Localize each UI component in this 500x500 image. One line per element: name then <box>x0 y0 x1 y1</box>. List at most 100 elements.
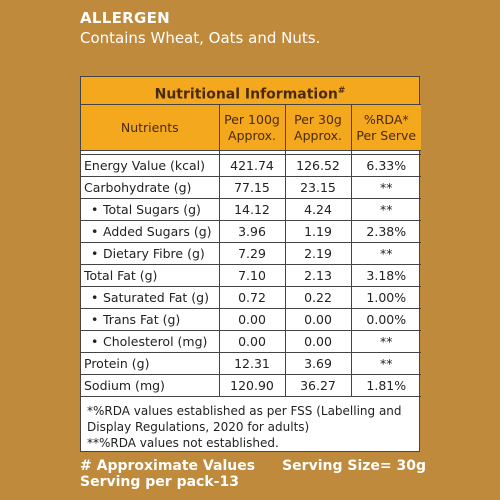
table-row: • Cholesterol (mg) 0.00 0.00 ** <box>81 330 421 353</box>
value-per30: 1.19 <box>284 220 352 243</box>
nutrient-label: Added Sugars (g) <box>103 224 212 239</box>
table-row: Energy Value (kcal) 421.74 126.52 6.33% <box>81 154 421 177</box>
header-rda-line1: %RDA* <box>363 111 409 127</box>
value-rda: ** <box>350 176 421 199</box>
value-per30: 3.69 <box>284 352 352 375</box>
footer-left: # Approximate Values Serving per pack-13 <box>80 458 255 490</box>
table-row: Protein (g) 12.31 3.69 ** <box>81 352 421 375</box>
value-rda: 3.18% <box>350 264 421 287</box>
value-rda: 1.00% <box>350 286 421 309</box>
value-rda: 2.38% <box>350 220 421 243</box>
value-rda: 6.33% <box>350 154 421 177</box>
table-row: • Dietary Fibre (g) 7.29 2.19 ** <box>81 242 421 265</box>
header-rda: %RDA* Per Serve <box>350 104 421 151</box>
nutrient-name: • Trans Fat (g) <box>81 308 220 331</box>
table-row: • Saturated Fat (g) 0.72 0.22 1.00% <box>81 286 421 309</box>
bullet-icon: • <box>91 224 99 239</box>
value-per30: 2.19 <box>284 242 352 265</box>
nutrition-panel: Nutritional Information# Nutrients Per 1… <box>80 76 421 452</box>
value-per30: 0.00 <box>284 330 352 353</box>
allergen-section: ALLERGEN Contains Wheat, Oats and Nuts. <box>80 8 320 48</box>
spacer-row <box>81 150 421 155</box>
table-row: • Added Sugars (g) 3.96 1.19 2.38% <box>81 220 421 243</box>
value-per30: 0.22 <box>284 286 352 309</box>
footnote-not-established: **%RDA values not established. <box>87 436 279 450</box>
value-per30: 4.24 <box>284 198 352 221</box>
header-per30-line2: Approx. <box>294 127 342 143</box>
footnote-rda: *%RDA values established as per FSS (Lab… <box>87 404 402 434</box>
nutrient-label: Energy Value (kcal) <box>84 158 206 173</box>
bullet-icon: • <box>91 202 99 217</box>
value-rda: 1.81% <box>350 374 421 397</box>
nutrition-rows: Energy Value (kcal) 421.74 126.52 6.33% Carb… <box>81 154 421 397</box>
header-per30-line1: Per 30g <box>294 111 342 127</box>
value-per100: 0.00 <box>218 308 286 331</box>
value-per30: 23.15 <box>284 176 352 199</box>
value-per30: 2.13 <box>284 264 352 287</box>
nutrient-name: Protein (g) <box>81 352 220 375</box>
nutrient-label: Carbohydrate (g) <box>84 180 192 195</box>
table-row: • Total Sugars (g) 14.12 4.24 ** <box>81 198 421 221</box>
value-per100: 77.15 <box>218 176 286 199</box>
nutrient-name: Energy Value (kcal) <box>81 154 220 177</box>
table-row: Sodium (mg) 120.90 36.27 1.81% <box>81 374 421 397</box>
header-per30: Per 30g Approx. <box>284 104 352 151</box>
value-per100: 0.00 <box>218 330 286 353</box>
value-per100: 3.96 <box>218 220 286 243</box>
value-rda: 0.00% <box>350 308 421 331</box>
nutrient-label: Total Sugars (g) <box>103 202 201 217</box>
nutrient-label: Dietary Fibre (g) <box>103 246 205 261</box>
nutrient-name: Carbohydrate (g) <box>81 176 220 199</box>
header-rda-line2: Per Serve <box>356 127 417 143</box>
header-nutrients: Nutrients <box>81 104 220 151</box>
serving-size: Serving Size= 30g <box>282 458 426 474</box>
value-per100: 12.31 <box>218 352 286 375</box>
panel-title: Nutritional Information# <box>81 77 419 105</box>
nutrient-name: • Cholesterol (mg) <box>81 330 220 353</box>
value-rda: ** <box>350 352 421 375</box>
footnotes: *%RDA values established as per FSS (Lab… <box>81 397 419 451</box>
value-per100: 0.72 <box>218 286 286 309</box>
nutrient-name: • Added Sugars (g) <box>81 220 220 243</box>
allergen-text: Contains Wheat, Oats and Nuts. <box>80 29 321 47</box>
nutrient-name: Sodium (mg) <box>81 374 220 397</box>
allergen-title: ALLERGEN <box>80 9 171 27</box>
bullet-icon: • <box>91 334 99 349</box>
value-per30: 36.27 <box>284 374 352 397</box>
value-per100: 120.90 <box>218 374 286 397</box>
value-per30: 126.52 <box>284 154 352 177</box>
header-per100-line2: Approx. <box>228 127 276 143</box>
nutrient-name: • Saturated Fat (g) <box>81 286 220 309</box>
value-per100: 7.10 <box>218 264 286 287</box>
nutrient-label: Saturated Fat (g) <box>103 290 209 305</box>
panel-title-mark: # <box>337 86 346 96</box>
panel-title-text: Nutritional Information <box>154 86 338 103</box>
nutrient-label: Cholesterol (mg) <box>103 334 208 349</box>
value-rda: ** <box>350 242 421 265</box>
bullet-icon: • <box>91 246 99 261</box>
value-per100: 7.29 <box>218 242 286 265</box>
value-rda: ** <box>350 198 421 221</box>
table-row: Carbohydrate (g) 77.15 23.15 ** <box>81 176 421 199</box>
value-per100: 14.12 <box>218 198 286 221</box>
nutrition-table: Nutrients Per 100g Approx. Per 30g Approx.… <box>81 104 421 397</box>
value-per30: 0.00 <box>284 308 352 331</box>
nutrient-label: Protein (g) <box>84 356 150 371</box>
table-row: • Trans Fat (g) 0.00 0.00 0.00% <box>81 308 421 331</box>
table-row: Total Fat (g) 7.10 2.13 3.18% <box>81 264 421 287</box>
nutrient-name: • Dietary Fibre (g) <box>81 242 220 265</box>
header-per100: Per 100g Approx. <box>218 104 286 151</box>
header-per100-line1: Per 100g <box>224 111 280 127</box>
value-rda: ** <box>350 330 421 353</box>
bullet-icon: • <box>91 290 99 305</box>
nutrient-label: Sodium (mg) <box>84 378 165 393</box>
nutrient-name: Total Fat (g) <box>81 264 220 287</box>
bullet-icon: • <box>91 312 99 327</box>
value-per100: 421.74 <box>218 154 286 177</box>
approximate-values-note: # Approximate Values <box>80 458 256 474</box>
nutrient-name: • Total Sugars (g) <box>81 198 220 221</box>
header-row: Nutrients Per 100g Approx. Per 30g Approx.… <box>81 104 421 151</box>
nutrient-label: Total Fat (g) <box>84 268 158 283</box>
servings-per-pack: Serving per pack-13 <box>80 474 239 490</box>
nutrient-label: Trans Fat (g) <box>103 312 181 327</box>
